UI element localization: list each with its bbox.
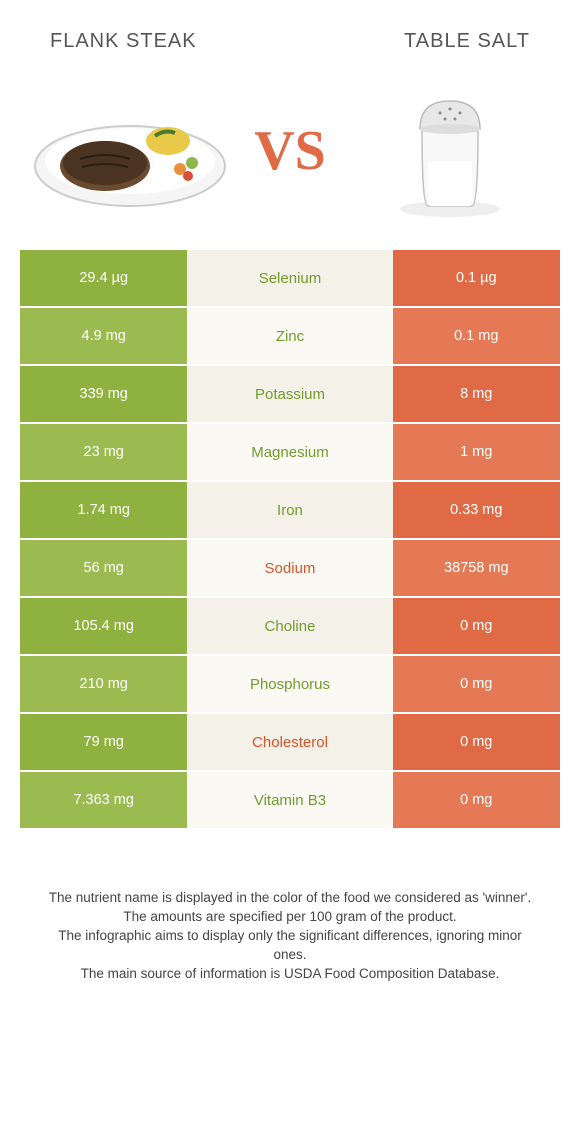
- header: FLANK STEAK TABLE SALT: [0, 0, 580, 68]
- nutrient-name: Selenium: [187, 250, 392, 306]
- right-value: 38758 mg: [393, 540, 560, 596]
- hero-row: VS: [0, 68, 580, 248]
- left-value: 210 mg: [20, 656, 187, 712]
- left-food-title: FLANK STEAK: [50, 30, 197, 53]
- nutrient-row: 7.363 mgVitamin B30 mg: [20, 770, 560, 828]
- nutrient-name: Iron: [187, 482, 392, 538]
- right-value: 8 mg: [393, 366, 560, 422]
- left-value: 4.9 mg: [20, 308, 187, 364]
- footer-note-4: The main source of information is USDA F…: [40, 965, 540, 983]
- nutrient-name: Cholesterol: [187, 714, 392, 770]
- nutrient-row: 79 mgCholesterol0 mg: [20, 712, 560, 770]
- right-value: 0 mg: [393, 598, 560, 654]
- footer-note-1: The nutrient name is displayed in the co…: [40, 889, 540, 907]
- infographic-container: FLANK STEAK TABLE SALT VS: [0, 0, 580, 983]
- nutrient-row: 56 mgSodium38758 mg: [20, 538, 560, 596]
- nutrient-name: Magnesium: [187, 424, 392, 480]
- nutrient-row: 105.4 mgCholine0 mg: [20, 596, 560, 654]
- nutrient-row: 210 mgPhosphorus0 mg: [20, 654, 560, 712]
- vs-label: VS: [254, 119, 326, 183]
- right-value: 0 mg: [393, 656, 560, 712]
- left-value: 29.4 µg: [20, 250, 187, 306]
- salt-shaker-image: [350, 81, 550, 221]
- nutrient-row: 1.74 mgIron0.33 mg: [20, 480, 560, 538]
- footer-notes: The nutrient name is displayed in the co…: [0, 828, 580, 983]
- left-value: 79 mg: [20, 714, 187, 770]
- left-value: 7.363 mg: [20, 772, 187, 828]
- nutrient-row: 339 mgPotassium8 mg: [20, 364, 560, 422]
- right-value: 0 mg: [393, 714, 560, 770]
- nutrient-comparison-table: 29.4 µgSelenium0.1 µg4.9 mgZinc0.1 mg339…: [20, 248, 560, 828]
- footer-note-3: The infographic aims to display only the…: [40, 927, 540, 963]
- right-value: 0.33 mg: [393, 482, 560, 538]
- nutrient-name: Phosphorus: [187, 656, 392, 712]
- right-food-title: TABLE SALT: [404, 30, 530, 53]
- left-value: 1.74 mg: [20, 482, 187, 538]
- nutrient-name: Vitamin B3: [187, 772, 392, 828]
- nutrient-row: 29.4 µgSelenium0.1 µg: [20, 248, 560, 306]
- left-value: 105.4 mg: [20, 598, 187, 654]
- right-value: 0.1 µg: [393, 250, 560, 306]
- left-value: 56 mg: [20, 540, 187, 596]
- nutrient-name: Zinc: [187, 308, 392, 364]
- right-value: 0 mg: [393, 772, 560, 828]
- left-value: 339 mg: [20, 366, 187, 422]
- left-value: 23 mg: [20, 424, 187, 480]
- nutrient-name: Potassium: [187, 366, 392, 422]
- nutrient-name: Choline: [187, 598, 392, 654]
- nutrient-row: 23 mgMagnesium1 mg: [20, 422, 560, 480]
- salt-shaker-icon: [350, 81, 550, 221]
- footer-note-2: The amounts are specified per 100 gram o…: [40, 908, 540, 926]
- flank-steak-image: [30, 81, 230, 221]
- right-value: 1 mg: [393, 424, 560, 480]
- nutrient-row: 4.9 mgZinc0.1 mg: [20, 306, 560, 364]
- right-value: 0.1 mg: [393, 308, 560, 364]
- steak-plate-icon: [30, 81, 230, 221]
- nutrient-name: Sodium: [187, 540, 392, 596]
